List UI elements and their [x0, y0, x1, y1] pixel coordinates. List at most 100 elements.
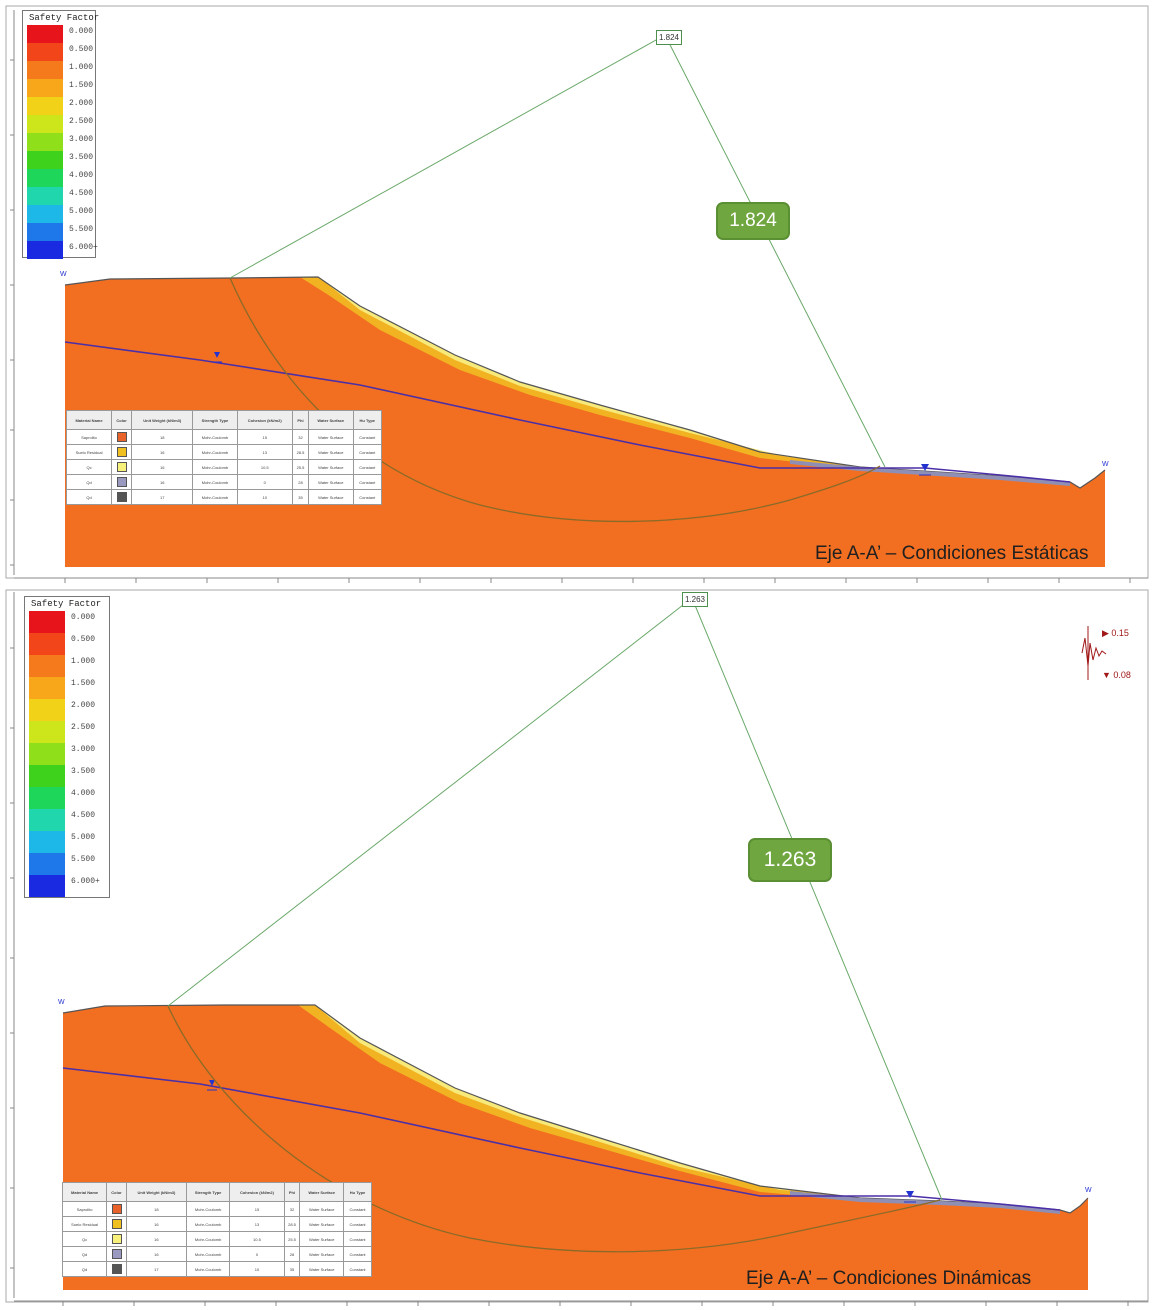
- legend-entry: 5.500: [29, 853, 113, 875]
- legend-entry: 4.500: [29, 809, 113, 831]
- table-header-cell: Unit Weight (kN/m3): [131, 410, 194, 430]
- table-cell: Constant: [343, 1261, 372, 1277]
- table-cell: 28.5: [283, 1216, 301, 1232]
- table-cell: 17: [125, 1261, 187, 1277]
- legend-value-label: 2.500: [71, 723, 96, 732]
- table-cell: 10: [229, 1261, 285, 1277]
- legend-color-swatch: [29, 875, 65, 897]
- table-cell: 16: [131, 474, 194, 490]
- legend-value-label: 3.000: [71, 745, 96, 754]
- legend-entry: 5.000: [29, 831, 113, 853]
- legend-entry: 1.500: [29, 677, 113, 699]
- safety-factor-label: 1.824: [718, 204, 788, 238]
- legend-entry: 4.000: [29, 787, 113, 809]
- table-row: Qc 16 Mohr-Coulomb 10.5 25.5 Water Surface Con…: [65, 459, 383, 475]
- legend-color-swatch: [27, 61, 63, 79]
- table-cell: 32: [283, 1201, 301, 1217]
- material-color-swatch: [111, 1204, 122, 1214]
- table-cell: Constant: [343, 1231, 372, 1247]
- legend-color-swatch: [29, 611, 65, 633]
- table-cell: Water Surface: [308, 444, 354, 460]
- material-color-swatch: [111, 1234, 122, 1244]
- material-color-swatch: [116, 492, 127, 502]
- legend-color-swatch: [27, 187, 63, 205]
- table-cell: Water Surface: [299, 1231, 345, 1247]
- table-cell: [111, 459, 133, 475]
- table-cell: Water Surface: [308, 474, 354, 490]
- svg-text:W: W: [60, 271, 67, 278]
- table-cell: Suelo Residual: [61, 1216, 108, 1232]
- table-cell: Qd: [61, 1246, 108, 1262]
- legend-color-swatch: [29, 809, 65, 831]
- table-cell: 13: [236, 444, 293, 460]
- legend-entry: 1.000: [27, 61, 99, 79]
- legend-entry: 6.000+: [29, 875, 113, 897]
- legend-color-swatch: [27, 79, 63, 97]
- table-cell: 16: [125, 1216, 187, 1232]
- table-cell: Suelo Residual: [65, 444, 113, 460]
- table-cell: 25.5: [283, 1231, 301, 1247]
- legend-color-swatch: [27, 241, 63, 259]
- table-cell: Mohr-Coulomb: [192, 489, 238, 505]
- table-cell: Mohr-Coulomb: [185, 1231, 231, 1247]
- table-header-cell: Unit Weight (kN/m3): [125, 1182, 187, 1202]
- table-header-cell: Water Surface: [299, 1182, 345, 1202]
- table-cell: Qd: [61, 1261, 108, 1277]
- legend-value-label: 6.000+: [71, 877, 100, 886]
- legend-entry: 3.000: [27, 133, 99, 151]
- legend-entry: 2.000: [29, 699, 113, 721]
- table-cell: [111, 489, 133, 505]
- table-cell: Water Surface: [299, 1246, 345, 1262]
- legend-value-label: 4.000: [71, 789, 96, 798]
- table-header-cell: Color: [106, 1182, 127, 1202]
- table-cell: Water Surface: [308, 429, 354, 445]
- slip-circle: [229, 277, 881, 523]
- section-caption: Eje A-A’ – Condiciones Estáticas: [815, 543, 1089, 564]
- slip-circle: [167, 1005, 941, 1253]
- table-row: Saprolito 18 Mohr-Coulomb 15 32 Water Surface…: [61, 1201, 372, 1217]
- table-header-cell: Cohesion (kN/m2): [236, 410, 293, 430]
- legend-entry: 1.000: [29, 655, 113, 677]
- table-cell: Mohr-Coulomb: [192, 459, 238, 475]
- legend-entry: 3.500: [27, 151, 99, 169]
- legend-value-label: 3.000: [69, 135, 94, 144]
- table-row: Qc 16 Mohr-Coulomb 10.5 25.5 Water Surface Con…: [61, 1231, 372, 1247]
- material-color-swatch: [116, 447, 127, 457]
- legend-value-label: 5.500: [69, 225, 94, 234]
- table-cell: Saprolito: [61, 1201, 108, 1217]
- legend-color-swatch: [29, 721, 65, 743]
- water-level-marker: [207, 1080, 916, 1203]
- table-cell: [106, 1261, 127, 1277]
- legend-entry: 0.000: [27, 25, 99, 43]
- legend-entry: 1.500: [27, 79, 99, 97]
- legend-color-swatch: [27, 115, 63, 133]
- table-header-cell: Phi: [283, 1182, 301, 1202]
- table-cell: 0: [236, 474, 293, 490]
- legend-color-swatch: [27, 25, 63, 43]
- legend-value-label: 0.500: [69, 45, 94, 54]
- slip-radius-left: [229, 34, 666, 279]
- table-cell: Constant: [343, 1246, 372, 1262]
- table-cell: 28: [283, 1246, 301, 1262]
- table-cell: 28.5: [291, 444, 310, 460]
- legend-value-label: 6.000+: [69, 243, 98, 252]
- legend-entry: 3.500: [29, 765, 113, 787]
- water-level-marker: [212, 352, 931, 476]
- svg-text:W: W: [1102, 461, 1109, 468]
- table-header-cell: Color: [111, 410, 133, 430]
- legend-color-swatch: [27, 169, 63, 187]
- legend-value-label: 1.500: [71, 679, 96, 688]
- slip-radius-right: [691, 597, 943, 1201]
- svg-text:W: W: [1085, 1187, 1092, 1194]
- table-cell: 35: [291, 489, 310, 505]
- table-row: Suelo Residual 16 Mohr-Coulomb 13 28.5 Water …: [61, 1216, 372, 1232]
- legend-entry: 3.000: [29, 743, 113, 765]
- legend-entry: 5.000: [27, 205, 99, 223]
- table-cell: 10.5: [229, 1231, 285, 1247]
- safety-factor-legend: Safety Factor 0.000 0.500 1.000 1.500 2.000 2…: [24, 596, 110, 898]
- fs-center-tag: 1.824: [656, 30, 682, 45]
- table-cell: 16: [131, 444, 194, 460]
- legend-title: Safety Factor: [29, 13, 100, 23]
- table-cell: 18: [125, 1201, 187, 1217]
- legend-color-swatch: [29, 699, 65, 721]
